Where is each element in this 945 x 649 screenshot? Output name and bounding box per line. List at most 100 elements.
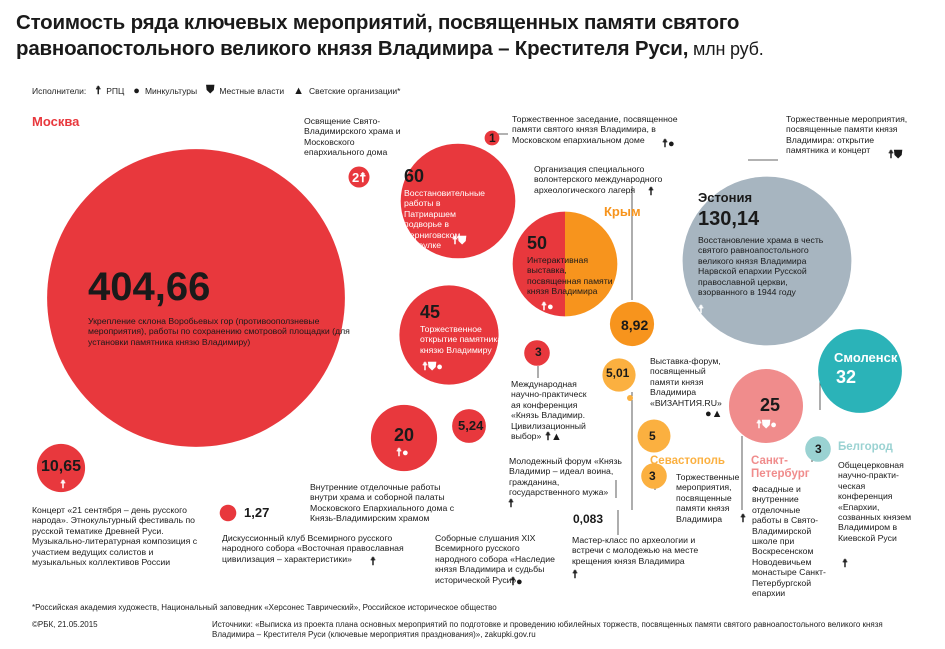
bubble-45	[399, 285, 499, 385]
bubble-3c	[805, 436, 831, 462]
cross-icon: ☨	[396, 447, 402, 459]
icons-45: ☨⛊●	[422, 360, 443, 374]
circle-icon: ●	[436, 361, 443, 373]
bubble-2	[348, 166, 370, 188]
icons-524: ☨●	[510, 575, 523, 588]
icons-1065: ☨	[60, 478, 66, 491]
text-501: Выставка-форум, посвященный памяти князя…	[650, 356, 722, 408]
legend-label: Исполнители:	[32, 85, 87, 96]
copyright: ©РБК, 21.05.2015	[32, 620, 98, 629]
cross-icon: ☨	[888, 149, 894, 161]
legend-item-minkult: Минкультуры	[144, 85, 198, 96]
value-1: 1	[489, 131, 496, 145]
shield-icon: ⛊	[428, 361, 437, 373]
cross-icon: ☨	[452, 235, 458, 247]
cross-icon: ☨	[541, 301, 547, 313]
bubble-1065	[36, 443, 86, 493]
cross-icon: ☨	[648, 186, 654, 198]
triangle-icon: ▲	[293, 84, 305, 97]
value-2: 2☨	[352, 170, 366, 186]
region-belgorod: Белгород	[838, 441, 893, 453]
legend-item-local: Местные власти	[219, 85, 285, 96]
title-unit: млн руб.	[688, 39, 764, 59]
value-501: 5,01	[606, 366, 630, 380]
value-524: 5,24	[458, 418, 484, 433]
icons-0083: ☨	[572, 568, 578, 581]
value-32: 32	[836, 367, 857, 387]
text-0083: Мастер-класс по археологии и встречи с м…	[572, 535, 699, 566]
icons-20: ☨●	[396, 446, 409, 459]
cross-icon: ☨	[698, 304, 704, 316]
value-892: 8,92	[621, 317, 649, 333]
triangle-icon: ▲	[711, 408, 723, 420]
icons-501: ●▲	[705, 408, 723, 420]
text-1: Торжественное заседание, посвященное пам…	[512, 114, 678, 145]
text-3a: Международная научно-практическ ая конфе…	[511, 379, 587, 442]
bubble-25	[729, 369, 803, 443]
value-50: 50	[527, 233, 548, 253]
footnote: *Российская академия художеств, Национал…	[32, 603, 497, 612]
circle-icon: ●	[516, 576, 523, 588]
shield-icon: ⛊	[206, 84, 215, 96]
value-20: 20	[394, 425, 415, 445]
title-line-2: равноапостольного великого князя Владими…	[16, 37, 689, 60]
icons-3b: ☨	[740, 512, 746, 525]
icons-3a: ☨▲	[545, 430, 562, 443]
text-3b: Торжественные мероприятия, посвященные п…	[676, 472, 740, 524]
region-crimea: Крым	[604, 204, 641, 219]
bubble-892	[609, 301, 655, 347]
text-13014: Восстановление храма в честь святого рав…	[698, 235, 824, 298]
value-3a: 3	[535, 345, 542, 359]
text-60: Восстановительные работы в Патриаршем по…	[404, 188, 486, 251]
text-45: Торжественное открытие памятника князю В…	[420, 324, 503, 355]
bubble-60	[400, 143, 516, 259]
value-5: 5	[649, 429, 656, 443]
region-estonia: Эстония	[698, 190, 753, 205]
text-2: Освящение Свято-Владимирского храма и Мо…	[304, 116, 401, 158]
bubble-524	[452, 409, 486, 443]
text-20: Внутренние отделочные работы внутри храм…	[310, 482, 455, 524]
chart-title: Стоимость ряда ключевых мероприятий, пос…	[16, 10, 916, 62]
cross-icon: ☨	[572, 569, 578, 581]
icons-forum: ☨	[508, 497, 514, 510]
value-25: 25	[760, 395, 781, 415]
bubble-130	[682, 176, 852, 346]
cross-icon: ☨	[60, 479, 66, 491]
value-127: 1,27	[244, 505, 270, 520]
bubble-32	[818, 329, 902, 413]
text-smol: Торжественные мероприятия, посвященные п…	[786, 114, 908, 156]
cross-icon: ☨	[545, 431, 551, 443]
icons-60: ☨⛊	[452, 234, 466, 248]
circle-icon: ●	[668, 138, 675, 150]
shield-icon: ⛊	[458, 235, 467, 247]
bubble-50-crimea-half	[565, 211, 618, 317]
text-127: Дискуссионный клуб Всемирного русского н…	[222, 533, 404, 564]
icons-3c: ☨	[842, 557, 848, 570]
region-moscow: Москва	[32, 114, 80, 129]
value-45: 45	[420, 302, 441, 322]
icons-127: ☨	[370, 555, 376, 568]
bubble-layer	[36, 130, 902, 522]
bubble-127	[219, 504, 237, 522]
value-3b: 3	[649, 469, 656, 483]
region-spb-line2: Петербург	[751, 468, 810, 480]
value-60: 60	[404, 166, 425, 186]
bubble-0083	[627, 395, 633, 401]
bubble-5	[637, 419, 671, 453]
circle-icon: ●	[402, 447, 409, 459]
legend: Исполнители: ☨ РПЦ ● Минкультуры ⛊ Местные …	[32, 84, 401, 97]
legend-item-rpc: РПЦ	[106, 85, 125, 96]
shield-icon: ⛊	[762, 419, 771, 431]
circle-icon: ●	[547, 301, 554, 313]
value-1065: 10,65	[41, 458, 82, 475]
bubble-3b	[641, 463, 667, 489]
icons-1: ☨●	[662, 137, 675, 150]
circle-icon: ●	[770, 419, 777, 431]
icons-lager: ☨	[648, 185, 654, 198]
shield-icon: ⛊	[894, 149, 903, 161]
circle-icon: ●	[133, 84, 140, 97]
cross-icon: ☨	[508, 498, 514, 510]
bubble-50-moscow-half	[512, 211, 565, 317]
value-0083: 0,083	[573, 512, 604, 526]
